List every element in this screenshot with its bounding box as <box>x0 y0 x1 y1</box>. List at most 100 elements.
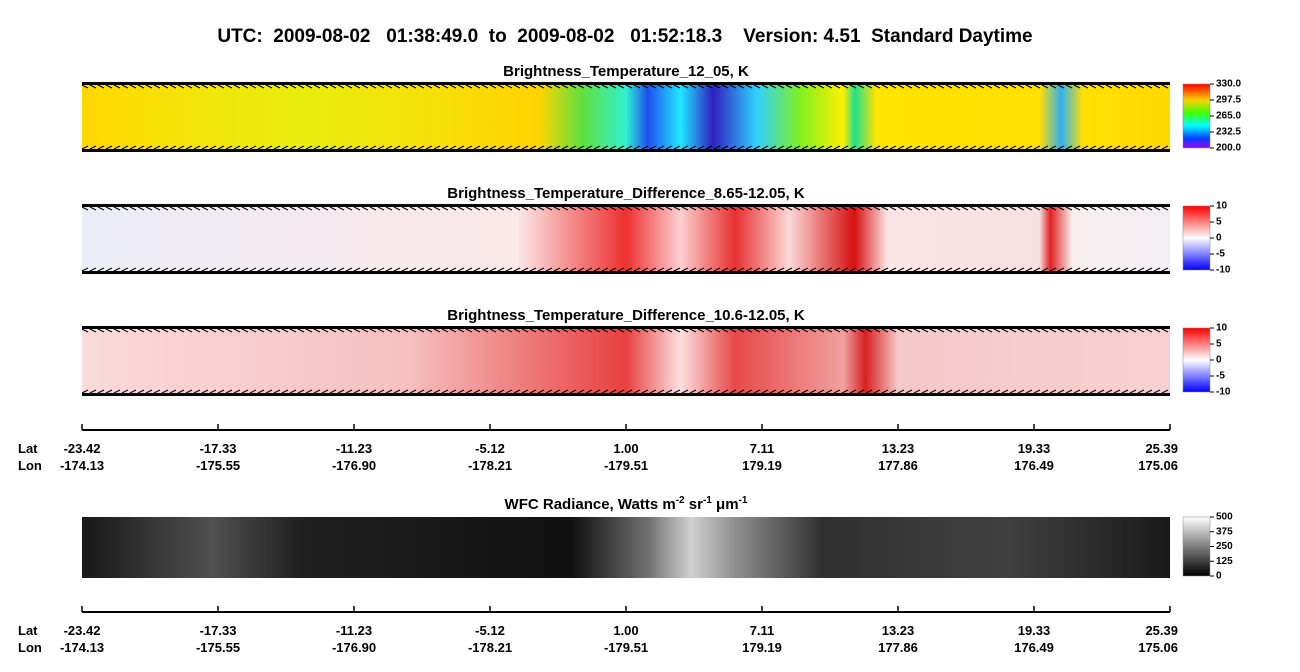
edge-tick <box>1145 389 1153 394</box>
edge-tick <box>649 145 657 150</box>
edge-tick <box>1097 206 1105 211</box>
edge-tick <box>169 267 177 272</box>
axis-name: Lat <box>18 623 38 638</box>
edge-tick <box>249 328 257 333</box>
edge-tick <box>841 206 849 211</box>
edge-tick <box>937 389 945 394</box>
edge-tick <box>1097 328 1105 333</box>
edge-tick <box>273 328 281 333</box>
edge-tick <box>129 145 137 150</box>
edge-tick <box>1145 84 1153 89</box>
edge-tick <box>545 145 553 150</box>
edge-tick <box>305 84 313 89</box>
edge-tick <box>1033 267 1041 272</box>
edge-tick <box>377 389 385 394</box>
edge-tick <box>353 145 361 150</box>
edge-tick <box>1025 206 1033 211</box>
edge-tick <box>377 84 385 89</box>
edge-tick <box>833 145 841 150</box>
edge-tick <box>1137 328 1145 333</box>
edge-tick <box>889 206 897 211</box>
edge-tick <box>1057 145 1065 150</box>
edge-tick <box>417 145 425 150</box>
edge-tick <box>1073 206 1081 211</box>
edge-tick <box>985 389 993 394</box>
edge-tick <box>1065 328 1073 333</box>
edge-tick <box>369 206 377 211</box>
edge-tick <box>873 145 881 150</box>
edge-tick <box>1017 389 1025 394</box>
edge-tick <box>409 389 417 394</box>
edge-tick <box>953 267 961 272</box>
edge-tick <box>569 145 577 150</box>
edge-tick <box>1145 145 1153 150</box>
edge-tick <box>713 267 721 272</box>
edge-tick <box>577 328 585 333</box>
edge-tick <box>433 389 441 394</box>
edge-tick <box>521 145 529 150</box>
edge-tick <box>905 267 913 272</box>
edge-tick <box>1081 267 1089 272</box>
edge-tick <box>497 267 505 272</box>
edge-tick <box>425 84 433 89</box>
edge-tick <box>673 267 681 272</box>
edge-tick <box>745 206 753 211</box>
edge-tick <box>1089 84 1097 89</box>
edge-tick <box>697 328 705 333</box>
edge-tick <box>657 206 665 211</box>
edge-tick <box>329 206 337 211</box>
edge-tick <box>785 328 793 333</box>
edge-tick <box>593 84 601 89</box>
title-part: sr <box>685 496 704 513</box>
colorbar-tick-label: 265.0 <box>1216 111 1241 122</box>
axis-name: Lon <box>18 458 42 473</box>
lon-label: -179.51 <box>604 640 648 655</box>
colorbar-tick-label: 250 <box>1216 541 1233 552</box>
edge-tick <box>1153 84 1161 89</box>
edge-tick <box>1041 389 1049 394</box>
edge-tick <box>489 145 497 150</box>
edge-tick <box>153 206 161 211</box>
edge-tick <box>241 145 249 150</box>
edge-tick <box>233 145 241 150</box>
edge-tick <box>89 267 97 272</box>
edge-tick <box>929 328 937 333</box>
edge-tick <box>1057 206 1065 211</box>
edge-tick <box>1089 206 1097 211</box>
edge-tick <box>321 84 329 89</box>
edge-tick <box>193 84 201 89</box>
edge-tick <box>297 145 305 150</box>
edge-tick <box>841 267 849 272</box>
edge-tick <box>345 267 353 272</box>
edge-tick <box>817 267 825 272</box>
edge-tick <box>609 145 617 150</box>
edge-tick <box>337 206 345 211</box>
edge-tick <box>729 206 737 211</box>
edge-tick <box>81 84 89 89</box>
edge-tick <box>1001 267 1009 272</box>
edge-tick <box>241 267 249 272</box>
edge-tick <box>553 389 561 394</box>
edge-tick <box>337 84 345 89</box>
edge-tick <box>585 267 593 272</box>
edge-tick <box>489 328 497 333</box>
edge-tick <box>185 267 193 272</box>
edge-tick <box>673 206 681 211</box>
edge-tick <box>201 328 209 333</box>
edge-tick <box>505 328 513 333</box>
edge-tick <box>369 267 377 272</box>
edge-tick <box>809 206 817 211</box>
swath-edge <box>82 271 1170 274</box>
edge-tick <box>513 389 521 394</box>
lon-label: -178.21 <box>468 458 512 473</box>
edge-tick <box>873 206 881 211</box>
edge-tick <box>433 84 441 89</box>
edge-tick <box>929 267 937 272</box>
edge-tick <box>193 328 201 333</box>
edge-tick <box>561 145 569 150</box>
edge-tick <box>1129 84 1137 89</box>
edge-tick <box>993 267 1001 272</box>
edge-tick <box>889 145 897 150</box>
edge-tick <box>849 267 857 272</box>
edge-tick <box>425 389 433 394</box>
